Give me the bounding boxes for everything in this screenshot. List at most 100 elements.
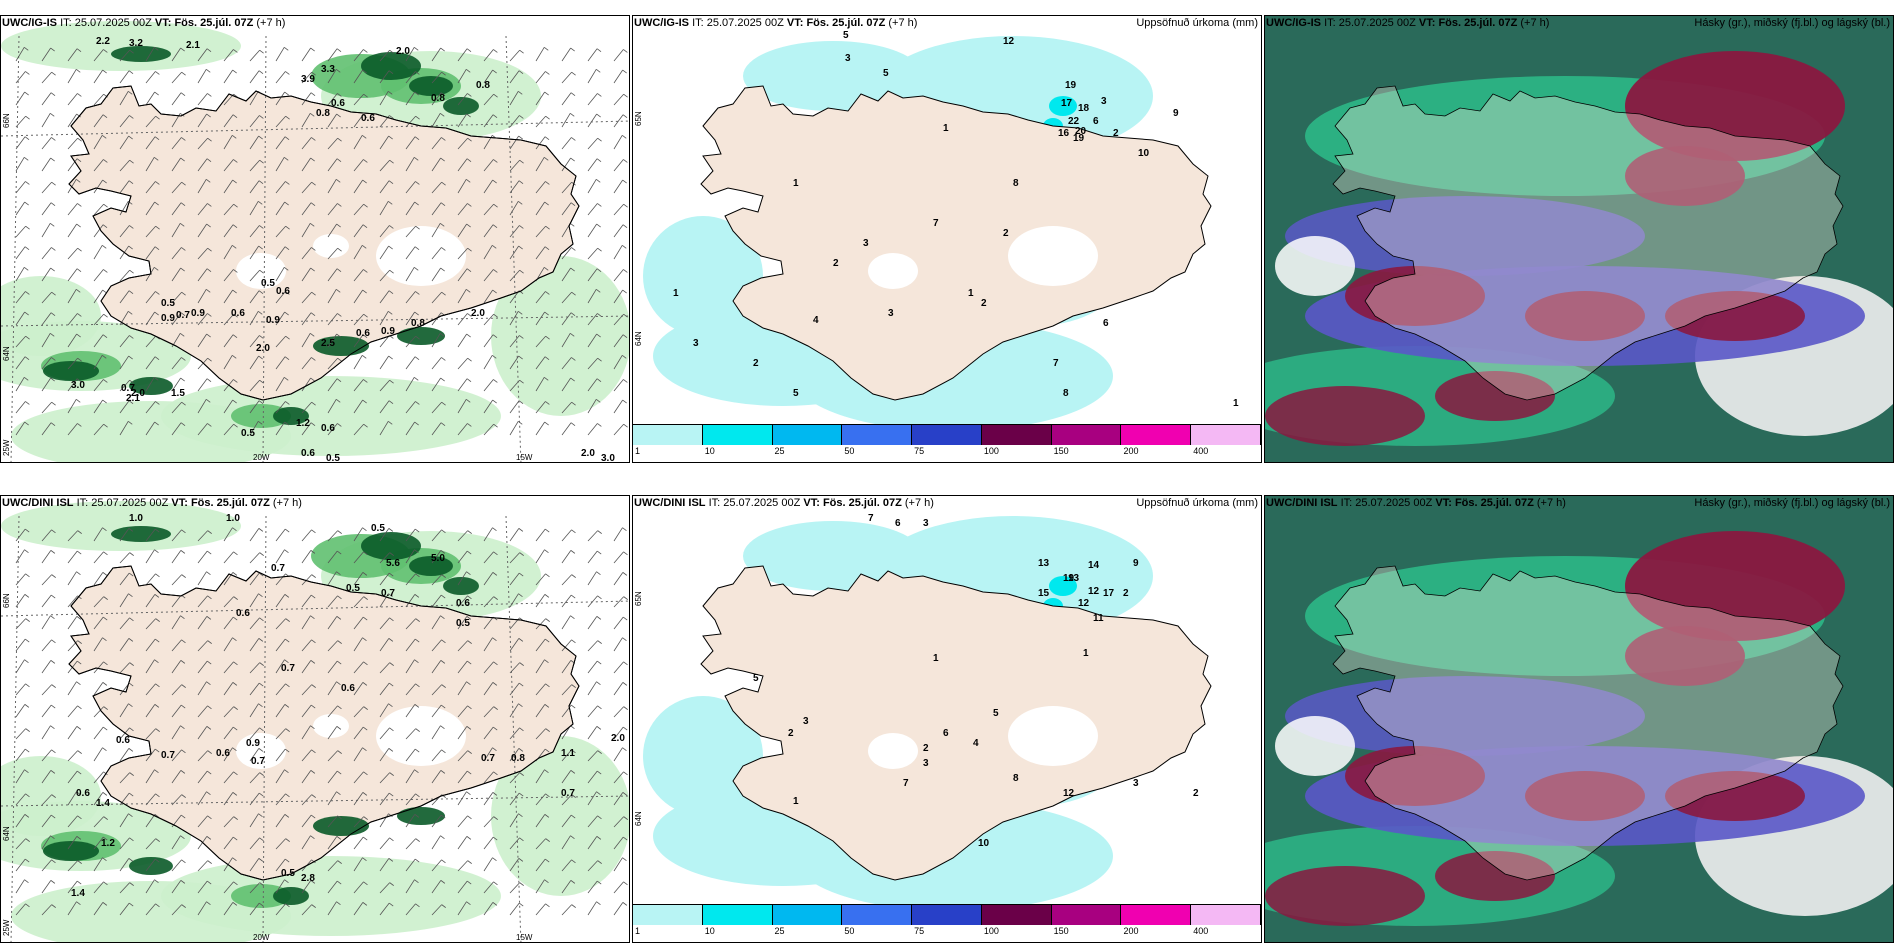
panel-header: UWC/DINI ISL IT: 25.07.2025 00Z VT: Fös.… bbox=[634, 497, 934, 509]
heavy-precip bbox=[43, 46, 479, 425]
value-label: 5 bbox=[753, 673, 759, 684]
colorbar-labels: 1 10 25 50 75 100 150 200 400 bbox=[633, 926, 1261, 940]
value-label: 0.6 bbox=[76, 788, 90, 799]
value-label: 0.6 bbox=[361, 113, 375, 124]
value-label: 1 bbox=[933, 653, 939, 664]
value-label: 1.4 bbox=[71, 888, 85, 899]
value-label: 0.6 bbox=[276, 286, 290, 297]
colorbar-cell bbox=[1121, 905, 1192, 925]
colorbar-tick: 400 bbox=[1193, 926, 1209, 936]
value-label: 1 bbox=[793, 178, 799, 189]
value-label: 3 bbox=[923, 758, 929, 769]
value-label: 12 bbox=[1063, 788, 1075, 799]
cloud-layers bbox=[1265, 51, 1893, 446]
wind-panel-dini: 1.0 1.0 0.5 0.7 5.6 5.0 0.5 0.7 0.6 0.6 0.5 0.7 0.6 0… bbox=[0, 495, 630, 943]
value-label: 4 bbox=[973, 738, 979, 749]
colorbar-cell bbox=[633, 425, 703, 445]
value-label: 3 bbox=[1101, 96, 1107, 107]
value-label: 1.2 bbox=[296, 418, 310, 429]
value-label: 0.6 bbox=[341, 683, 355, 694]
value-label: 1.2 bbox=[101, 838, 115, 849]
axis-label: 25W bbox=[2, 919, 11, 936]
cloud-map-ig bbox=[1265, 16, 1893, 462]
value-label: 3 bbox=[888, 308, 894, 319]
axis-label: 15W bbox=[516, 933, 533, 942]
colorbar-cell bbox=[1121, 425, 1192, 445]
iceland-land bbox=[700, 85, 1212, 401]
value-label: 0.7 bbox=[121, 383, 135, 394]
value-label: 0.7 bbox=[561, 788, 575, 799]
value-label: 5.6 bbox=[386, 558, 400, 569]
value-label: 5 bbox=[993, 708, 999, 719]
cloud-map-dini bbox=[1265, 496, 1893, 942]
value-label: 2.0 bbox=[396, 46, 410, 57]
colorbar-cell bbox=[1191, 905, 1261, 925]
value-label: 2.1 bbox=[186, 40, 200, 51]
colorbar-tick: 200 bbox=[1123, 926, 1139, 936]
value-label: 0.5 bbox=[371, 523, 385, 534]
value-label: 1 bbox=[673, 288, 679, 299]
value-label: 0.6 bbox=[321, 423, 335, 434]
value-label: 5 bbox=[793, 388, 799, 399]
colorbar-cell bbox=[912, 425, 982, 445]
value-label: 3 bbox=[845, 53, 851, 64]
colorbar-tick: 75 bbox=[914, 446, 925, 456]
value-label: 3 bbox=[863, 238, 869, 249]
precip-colorbar bbox=[633, 424, 1261, 445]
value-label: 0.7 bbox=[271, 563, 285, 574]
value-label: 8 bbox=[1013, 178, 1019, 189]
value-label: 10 bbox=[1138, 148, 1150, 159]
colorbar-cell bbox=[1051, 425, 1122, 445]
value-label: 2 bbox=[1113, 128, 1119, 139]
value-label: 0.9 bbox=[161, 313, 175, 324]
value-label: 0.6 bbox=[301, 448, 315, 459]
value-label: 2 bbox=[923, 743, 929, 754]
value-label: 7 bbox=[903, 778, 909, 789]
panel-header: UWC/DINI ISL IT: 25.07.2025 00Z VT: Fös.… bbox=[2, 497, 302, 509]
value-label: 3 bbox=[693, 338, 699, 349]
value-label: 0.7 bbox=[251, 756, 265, 767]
axis-label: 25W bbox=[2, 439, 11, 456]
colorbar-tick: 200 bbox=[1123, 446, 1139, 456]
value-label: 0.5 bbox=[261, 278, 275, 289]
value-label: 8 bbox=[1063, 388, 1069, 399]
value-label: 0.5 bbox=[326, 453, 340, 463]
axis-label: 65N bbox=[634, 111, 643, 126]
value-label: 1.4 bbox=[96, 798, 110, 809]
axis-label: 64N bbox=[2, 346, 11, 361]
value-label: 0.8 bbox=[476, 80, 490, 91]
glaciers bbox=[868, 226, 1098, 289]
value-label: 0.9 bbox=[381, 326, 395, 337]
value-label: 4 bbox=[813, 315, 819, 326]
panel-header: UWC/IG-IS IT: 25.07.2025 00Z VT: Fös. 25… bbox=[1266, 17, 1550, 29]
value-label: 3.0 bbox=[71, 380, 85, 391]
value-label: 2 bbox=[753, 358, 759, 369]
value-label: 2.2 bbox=[96, 36, 110, 47]
graticule bbox=[1, 515, 629, 942]
value-label: 16 bbox=[1058, 128, 1070, 139]
value-label: 1.0 bbox=[226, 513, 240, 524]
value-label: 2.0 bbox=[256, 343, 270, 354]
value-label: 0.7 bbox=[281, 663, 295, 674]
value-label: 0.6 bbox=[331, 98, 345, 109]
value-label: 2 bbox=[981, 298, 987, 309]
panel-header: UWC/IG-IS IT: 25.07.2025 00Z VT: Fös. 25… bbox=[2, 17, 286, 29]
colorbar-cell bbox=[702, 425, 773, 445]
axis-label: 65N bbox=[634, 591, 643, 606]
colorbar-cell bbox=[912, 905, 982, 925]
value-label: 0.8 bbox=[316, 108, 330, 119]
value-label: 19 bbox=[1073, 133, 1085, 144]
axis-label: 20W bbox=[253, 453, 270, 462]
value-label: 12 bbox=[1003, 36, 1015, 47]
colorbar-cell bbox=[981, 425, 1052, 445]
value-label: 10 bbox=[978, 838, 990, 849]
value-label: 3 bbox=[1133, 778, 1139, 789]
value-label: 7 bbox=[1053, 358, 1059, 369]
value-label: 0.9 bbox=[191, 308, 205, 319]
value-label: 7 bbox=[868, 513, 874, 524]
wind-barbs bbox=[15, 527, 628, 916]
value-label: 19 bbox=[1063, 573, 1075, 584]
value-label: 7 bbox=[933, 218, 939, 229]
